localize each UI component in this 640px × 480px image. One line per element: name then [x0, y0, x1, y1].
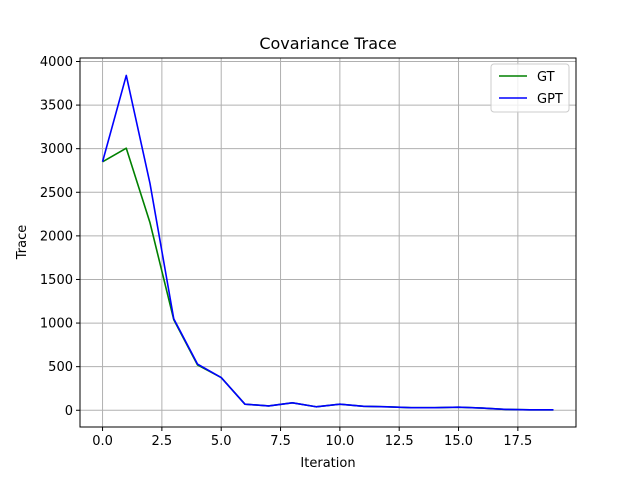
- x-tick-label: 7.5: [270, 434, 291, 449]
- x-tick-label: 0.0: [92, 434, 113, 449]
- y-tick-label: 500: [48, 360, 73, 375]
- plot-frame: [79, 57, 577, 428]
- x-tick-label: 2.5: [152, 434, 173, 449]
- y-tick-label: 0: [65, 404, 73, 419]
- legend-label-gpt: GPT: [537, 92, 563, 107]
- series-line-gpt: [101, 74, 554, 411]
- x-tick-label: 17.5: [503, 434, 532, 449]
- legend: GT GPT: [490, 63, 570, 113]
- y-axis-title: Trace: [15, 225, 30, 261]
- y-tick-label: 2500: [40, 186, 73, 201]
- series-layer: [101, 74, 554, 411]
- x-tick-label: 5.0: [211, 434, 232, 449]
- x-axis-title: Iteration: [300, 456, 355, 471]
- grid: [80, 58, 576, 427]
- y-tick-label: 1500: [40, 273, 73, 288]
- x-tick-label: 12.5: [385, 434, 414, 449]
- y-tick-label: 3000: [40, 142, 73, 157]
- y-tick-label: 2000: [40, 229, 73, 244]
- legend-label-gt: GT: [537, 70, 555, 85]
- y-tick-label: 4000: [40, 55, 73, 70]
- y-tick-label: 3500: [40, 99, 73, 114]
- y-tick-label: 1000: [40, 317, 73, 332]
- chart-title: Covariance Trace: [259, 34, 396, 53]
- x-tick-label: 10.0: [325, 434, 354, 449]
- ticks: 0.0 2.5 5.0 7.5 10.0 12.5 15.0 17.5 0 500 1000 1500…: [40, 55, 532, 449]
- x-tick-label: 15.0: [444, 434, 473, 449]
